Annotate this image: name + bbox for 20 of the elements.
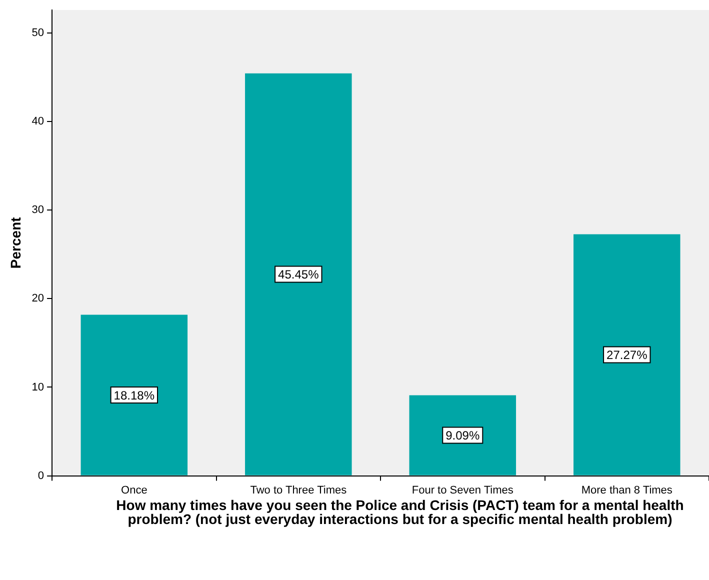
x-tick-label: Once xyxy=(121,484,148,496)
x-tick-label: Two to Three Times xyxy=(250,484,348,496)
y-tick-label: 10 xyxy=(32,381,44,394)
data-label: 18.18% xyxy=(114,388,155,402)
y-tick-label: 0 xyxy=(38,470,44,482)
x-tick-label: More than 8 Times xyxy=(581,484,673,496)
bar xyxy=(245,73,352,476)
data-label: 27.27% xyxy=(606,348,648,362)
bar xyxy=(80,314,188,476)
y-tick-label: 50 xyxy=(32,27,44,40)
x-axis-title: How many times have you seen the Police and Crisis (PACT) team for a mental health problem? (not just everyday interactions but for a specific mental health problem) xyxy=(115,497,685,527)
y-tick-label: 20 xyxy=(32,292,44,305)
data-label: 9.09% xyxy=(446,428,480,443)
y-axis-title: Percent xyxy=(7,216,24,269)
bar xyxy=(574,234,680,476)
y-tick-label: 40 xyxy=(32,116,44,128)
y-tick-label: 30 xyxy=(32,204,44,216)
x-tick-label: Four to Seven Times xyxy=(412,484,514,496)
data-label: 45.45% xyxy=(278,268,320,282)
bar xyxy=(409,395,516,476)
